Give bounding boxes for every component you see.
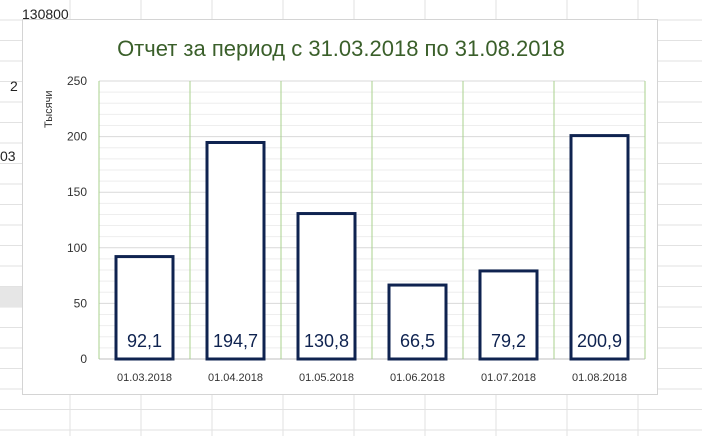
data-label: 92,1 <box>127 331 162 351</box>
data-label: 66,5 <box>400 331 435 351</box>
bar <box>296 212 357 361</box>
sheet-cell[interactable]: 130800 <box>22 6 69 22</box>
y-tick-label: 100 <box>67 241 87 255</box>
x-tick-label: 01.07.2018 <box>481 372 536 384</box>
y-tick-label: 0 <box>80 352 87 366</box>
bar <box>114 255 175 361</box>
y-tick-label: 150 <box>67 185 87 199</box>
bar <box>478 269 539 361</box>
data-label: 194,7 <box>213 331 258 351</box>
x-tick-label: 01.04.2018 <box>208 372 263 384</box>
bar <box>205 140 266 361</box>
bar <box>569 134 630 361</box>
chart-plot: 0 50 100 150 200 250 92,1 01.03.2018 194,7 01.04.… <box>67 74 646 384</box>
x-tick-label: 01.06.2018 <box>390 372 445 384</box>
data-label: 200,9 <box>577 331 622 351</box>
sheet-cell[interactable]: 2 <box>10 78 18 94</box>
bar <box>387 283 448 361</box>
x-tick-label: 01.05.2018 <box>299 372 354 384</box>
y-axis-label: Тысячи <box>43 90 55 128</box>
y-tick-label: 50 <box>74 296 88 310</box>
y-tick-label: 250 <box>67 74 87 88</box>
x-tick-label: 01.03.2018 <box>117 372 172 384</box>
sheet-cell[interactable]: 03 <box>0 148 16 164</box>
data-label: 79,2 <box>491 331 526 351</box>
chart-title: Отчет за период с 31.03.2018 по 31.08.20… <box>117 36 565 61</box>
sheet-selected-cell <box>0 287 22 307</box>
chart-area[interactable]: 0 50 100 150 200 250 92,1 01.03.2018 194,7 01.04.… <box>22 19 658 395</box>
x-tick-label: 01.08.2018 <box>572 372 627 384</box>
y-tick-label: 200 <box>67 130 87 144</box>
data-label: 130,8 <box>304 331 349 351</box>
